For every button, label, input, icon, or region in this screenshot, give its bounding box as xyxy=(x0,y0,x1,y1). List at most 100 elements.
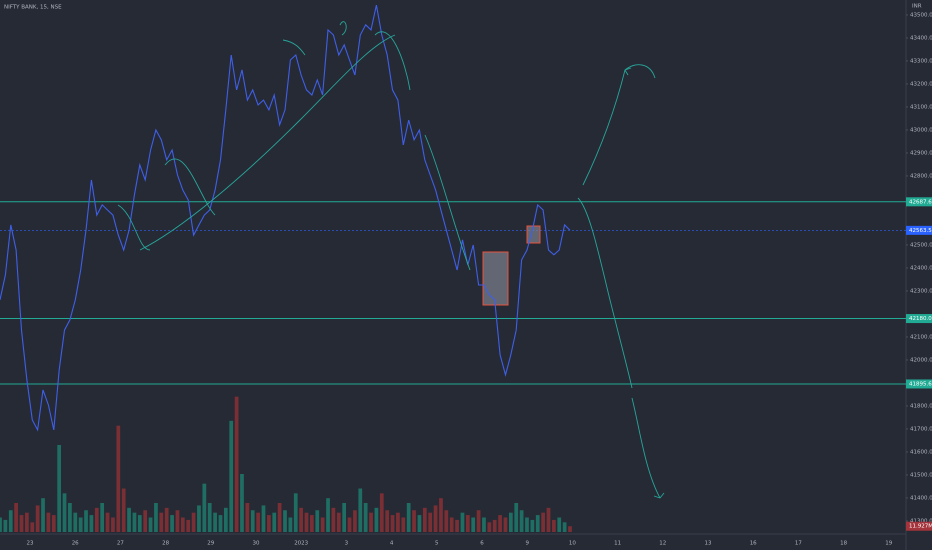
y-tick-label: 43500.00 xyxy=(910,12,932,18)
volume-bar xyxy=(487,522,492,532)
volume-layer xyxy=(0,396,572,532)
y-tick-label: 42400.00 xyxy=(910,265,932,271)
volume-bar xyxy=(100,503,105,532)
volume-bar xyxy=(0,517,2,532)
price-lines xyxy=(0,201,906,385)
volume-bar xyxy=(428,512,433,532)
y-tick-label: 41800.00 xyxy=(910,403,932,409)
y-tick-label: 43100.00 xyxy=(910,104,932,110)
volume-bar xyxy=(541,512,545,532)
volume-bar xyxy=(331,507,336,532)
y-tick-label: 41600.00 xyxy=(910,449,932,455)
volume-bar xyxy=(492,519,497,532)
x-tick-label: 2023 xyxy=(294,541,308,547)
x-tick-label: 30 xyxy=(253,541,260,547)
drawing-curve xyxy=(164,158,216,216)
y-tick-label: 43300.00 xyxy=(910,58,932,64)
x-tick-label: 27 xyxy=(117,541,124,547)
volume-bar xyxy=(535,515,540,532)
drawing-curve xyxy=(424,134,471,271)
volume-bar xyxy=(94,507,99,532)
volume-bar xyxy=(14,503,18,532)
volume-bar xyxy=(51,515,56,532)
volume-bar xyxy=(175,510,180,532)
volume-bar xyxy=(127,507,131,532)
volume-bar xyxy=(390,515,395,532)
volume-bar xyxy=(412,510,416,532)
volume-bar xyxy=(89,515,94,532)
volume-bar xyxy=(234,396,239,532)
volume-bar xyxy=(353,510,357,532)
price-badge xyxy=(906,379,932,389)
x-tick-label: 29 xyxy=(207,541,214,547)
volume-bar xyxy=(422,507,427,532)
volume-bar xyxy=(288,517,293,532)
volume-bar xyxy=(552,519,556,532)
x-tick-label: 12 xyxy=(659,541,666,547)
volume-bar xyxy=(143,510,148,532)
volume-bar xyxy=(449,517,454,532)
volume-bar xyxy=(283,510,287,532)
drawings xyxy=(117,21,665,499)
axis-layer: 43500.00 43400.00 43300.00 43200.00 43100.00… xyxy=(27,12,932,547)
highlight-box xyxy=(482,251,509,306)
volume-bar xyxy=(379,493,384,532)
volume-bar xyxy=(374,507,379,532)
volume-bar xyxy=(272,512,277,532)
drawing-curve xyxy=(117,204,151,251)
volume-bar xyxy=(57,445,62,532)
volume-bar xyxy=(336,512,341,532)
volume-bar xyxy=(401,517,406,532)
chart-title: NIFTY BANK, 15, NSE xyxy=(4,5,62,11)
x-tick-label: 26 xyxy=(72,541,79,547)
volume-bar xyxy=(476,510,481,532)
price-layer xyxy=(0,4,571,432)
volume-bar xyxy=(385,510,390,532)
x-tick-label: 16 xyxy=(750,541,757,547)
price-badge-label: 42180.00 xyxy=(909,316,932,322)
x-tick-label: 4 xyxy=(390,541,394,547)
volume-bar xyxy=(342,503,347,532)
volume-bar xyxy=(347,517,352,532)
volume-bar xyxy=(315,510,320,532)
volume-bar xyxy=(525,517,529,532)
drawing-curve xyxy=(139,34,396,251)
volume-bar xyxy=(261,505,266,532)
volume-bar xyxy=(256,512,260,532)
x-tick-label: 17 xyxy=(795,541,802,547)
volume-bar xyxy=(170,515,174,532)
volume-bar xyxy=(363,503,368,532)
volume-bar xyxy=(433,505,438,532)
volume-bar xyxy=(460,512,465,532)
volume-bar xyxy=(326,498,330,532)
volume-bar xyxy=(132,512,137,532)
volume-bar xyxy=(310,515,314,532)
volume-bar xyxy=(503,517,508,532)
volume-bar xyxy=(207,503,212,532)
price-badge xyxy=(906,197,932,207)
price-badge-label: 41895.60 xyxy=(909,381,932,387)
volume-bar xyxy=(46,512,51,532)
volume-bar xyxy=(180,517,185,532)
currency: INR xyxy=(912,4,922,10)
drawing-curve xyxy=(339,21,411,91)
y-tick-label: 41500.00 xyxy=(910,472,932,478)
volume-bar xyxy=(223,507,228,532)
volume-bar xyxy=(320,517,325,532)
volume-bar xyxy=(218,515,223,532)
x-tick-label: 28 xyxy=(162,541,169,547)
volume-bar xyxy=(191,512,196,532)
volume-bar xyxy=(240,474,244,532)
x-tick-label: 13 xyxy=(705,541,712,547)
volume-bar xyxy=(439,498,443,532)
volume-bar xyxy=(455,519,459,532)
drawing-curve xyxy=(282,39,306,56)
x-tick-label: 6 xyxy=(480,541,484,547)
volume-bar xyxy=(369,512,373,532)
volume-bar xyxy=(465,515,470,532)
x-tick-label: 5 xyxy=(435,541,439,547)
volume-bar xyxy=(213,512,217,532)
volume-bar xyxy=(471,517,476,532)
